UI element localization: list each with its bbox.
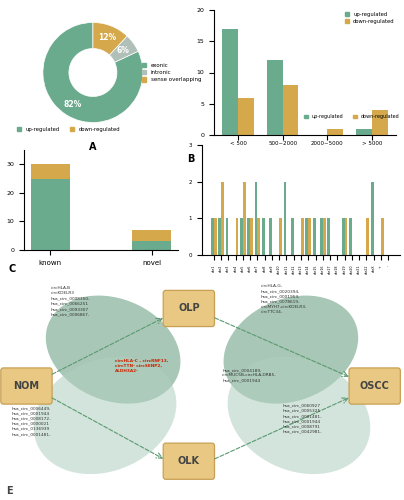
Wedge shape (109, 36, 138, 62)
Bar (366, 218, 369, 255)
Text: E: E (6, 486, 13, 496)
Text: circHLA-C , circRNF13,
circTTN- circSENP2,
ALDH3A2-: circHLA-C , circRNF13, circTTN- circSENP… (115, 359, 168, 373)
FancyBboxPatch shape (349, 368, 400, 404)
Ellipse shape (227, 356, 370, 474)
Bar (225, 218, 228, 255)
Bar (284, 182, 286, 255)
Bar (320, 218, 323, 255)
Bar (267, 60, 283, 135)
Bar (291, 218, 294, 255)
Bar (279, 218, 282, 255)
Wedge shape (93, 22, 127, 55)
Bar (238, 98, 254, 135)
Bar (262, 218, 265, 255)
Text: 6%: 6% (117, 46, 130, 55)
Text: circHLA-G,
hsa_circ_0020394,
hsa_circ_0001953,
hsa_circ_0078619-
circMYH7,circKD: circHLA-G, hsa_circ_0020394, hsa_circ_00… (261, 284, 307, 314)
Legend: up-regulated, down-regulated: up-regulated, down-regulated (343, 10, 397, 26)
Bar (349, 218, 352, 255)
Bar (211, 218, 214, 255)
Bar (327, 218, 330, 255)
Bar (133, 242, 171, 250)
Text: OLK: OLK (178, 456, 200, 466)
Bar (243, 182, 246, 255)
Bar (236, 218, 238, 255)
Text: A: A (89, 142, 97, 152)
Text: C: C (9, 264, 16, 274)
FancyBboxPatch shape (1, 368, 52, 404)
Ellipse shape (46, 296, 181, 404)
Bar (222, 28, 238, 135)
Bar (371, 182, 374, 255)
Legend: exonic, intronic, sense overlapping: exonic, intronic, sense overlapping (139, 60, 203, 84)
Text: 12%: 12% (98, 33, 116, 42)
Text: hsa_circ_0004189,
circMUC5B,circHLA-DRB5-
hsa_circ_0001944: hsa_circ_0004189, circMUC5B,circHLA-DRB5… (222, 368, 277, 382)
Bar (221, 182, 224, 255)
Bar (283, 85, 298, 135)
Bar (372, 110, 388, 135)
Bar (308, 218, 311, 255)
Text: D: D (192, 308, 200, 318)
Text: circHLA-B
circKDELR3
hsa_circ_0008350-
hsa_circ_0066251
hsa_circ_0093307
hsa_cir: circHLA-B circKDELR3 hsa_circ_0008350- h… (50, 286, 90, 316)
Bar (31, 178, 69, 250)
Bar (250, 218, 253, 255)
Bar (31, 164, 69, 178)
Bar (356, 128, 372, 135)
Bar (218, 218, 221, 255)
Text: hsa_circ_0006449,
hsa_circ_0001944
hsa_circ_0008172-
hsa_circ_0000021
hsa_circ_0: hsa_circ_0006449, hsa_circ_0001944 hsa_c… (12, 406, 52, 436)
Text: OLP: OLP (178, 304, 200, 314)
Bar (313, 218, 316, 255)
Text: NOM: NOM (13, 381, 40, 391)
Legend: up-regulated, down-regulated: up-regulated, down-regulated (15, 124, 122, 134)
Bar (214, 218, 217, 255)
Bar (301, 218, 304, 255)
Bar (269, 218, 272, 255)
Text: hsa_circ_0060927
hsa_circ_0005325
hsa_circ_0001481-
hsa_circ_0001944
hsa_circ_00: hsa_circ_0060927 hsa_circ_0005325 hsa_ci… (283, 404, 322, 434)
Bar (257, 218, 260, 255)
FancyBboxPatch shape (163, 290, 215, 326)
Bar (342, 218, 345, 255)
Ellipse shape (34, 356, 177, 474)
Bar (381, 218, 384, 255)
Legend: up-regulated, down-regulated: up-regulated, down-regulated (302, 112, 402, 121)
Ellipse shape (223, 296, 358, 404)
Text: OSCC: OSCC (360, 381, 389, 391)
Bar (345, 218, 347, 255)
Bar (327, 128, 343, 135)
Bar (323, 218, 326, 255)
Text: 82%: 82% (64, 100, 82, 108)
Wedge shape (43, 22, 143, 122)
Bar (247, 218, 250, 255)
Bar (133, 230, 171, 241)
Bar (305, 218, 308, 255)
Bar (255, 182, 257, 255)
Text: B: B (187, 154, 194, 164)
Bar (240, 218, 243, 255)
FancyBboxPatch shape (163, 443, 215, 480)
